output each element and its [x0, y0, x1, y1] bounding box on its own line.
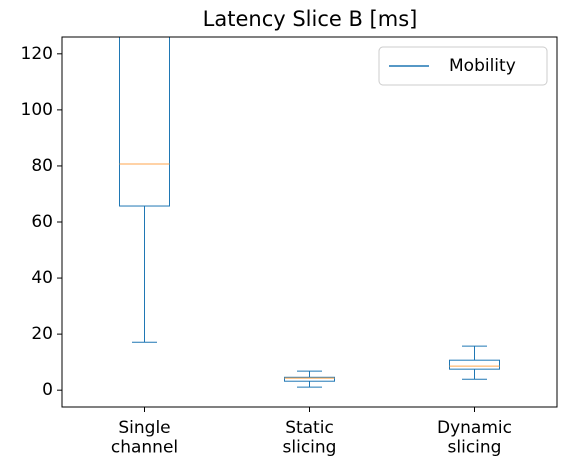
- box: [119, 37, 170, 207]
- axes-frame: [61, 36, 558, 408]
- y-tick-label: 100: [21, 100, 53, 120]
- legend-box: [378, 46, 548, 86]
- y-tick-label: 120: [21, 44, 53, 64]
- box: [449, 359, 500, 370]
- y-tick-label: 0: [42, 380, 53, 400]
- x-tick-label: Static slicing: [283, 418, 337, 458]
- y-tick-label: 20: [31, 324, 53, 344]
- chart-title: Latency Slice B [ms]: [203, 7, 418, 31]
- x-tick-label: Single channel: [111, 418, 178, 458]
- y-tick-label: 40: [31, 268, 53, 288]
- y-tick-label: 80: [31, 156, 53, 176]
- plot-area: [119, 37, 500, 388]
- legend-label: Mobility: [449, 56, 516, 76]
- y-tick-label: 60: [31, 212, 53, 232]
- box: [284, 376, 335, 382]
- x-tick-label: Dynamic slicing: [437, 418, 512, 458]
